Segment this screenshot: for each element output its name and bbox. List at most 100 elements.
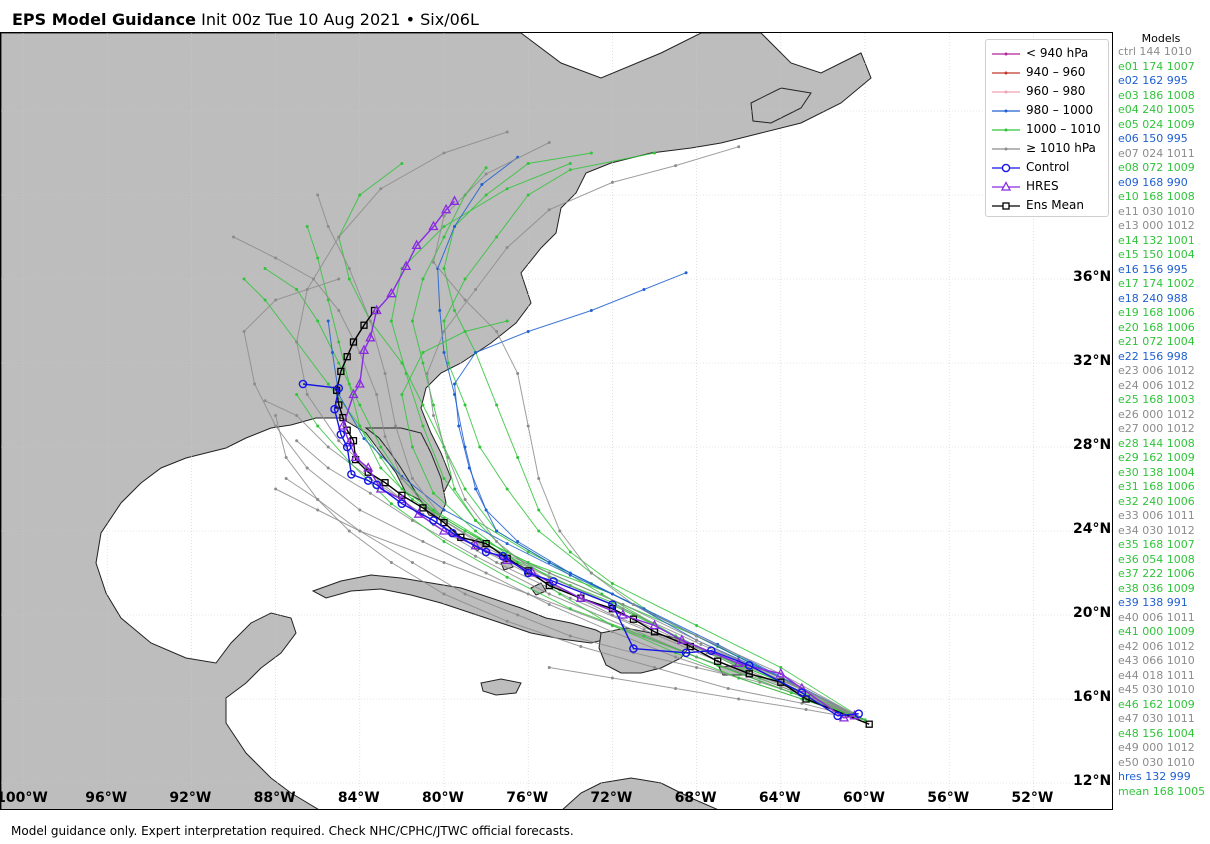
member-point — [589, 571, 593, 575]
hres-marker — [438, 525, 450, 535]
legend-label: Ens Mean — [1026, 198, 1084, 212]
member-point — [610, 582, 614, 585]
model-entry: e29 162 1009 — [1118, 451, 1195, 464]
member-point — [474, 519, 478, 522]
member-point — [653, 666, 656, 669]
member-point — [274, 487, 278, 491]
member-point — [326, 319, 330, 323]
model-entry: e35 168 1007 — [1118, 538, 1195, 551]
hispaniola-land — [598, 627, 692, 674]
control-marker — [448, 528, 457, 538]
member-point — [389, 561, 393, 564]
member-point — [431, 491, 435, 495]
member-point — [362, 437, 366, 441]
model-entry: e20 168 1006 — [1118, 320, 1195, 334]
model-entry: ctrl 144 1010 — [1118, 45, 1192, 58]
member-point — [316, 498, 320, 501]
member-point — [495, 561, 499, 564]
member-point — [446, 456, 450, 459]
model-entry: mean 168 1005 — [1118, 784, 1206, 798]
hres-marker — [428, 220, 439, 231]
member-point — [463, 529, 467, 533]
member-point — [589, 151, 593, 155]
member-point — [431, 403, 435, 407]
member-point — [442, 508, 446, 512]
model-entry: e02 162 995 — [1118, 74, 1188, 87]
member-point — [621, 603, 625, 606]
member-point — [389, 502, 393, 506]
member-point — [463, 498, 467, 501]
models-panel: Models ctrl 144 1010 e01 174 1007 e02 162 … — [1118, 32, 1210, 799]
member-point — [484, 172, 488, 176]
member-point — [674, 687, 678, 690]
member-point — [568, 634, 572, 638]
member-point — [495, 529, 499, 533]
member-point — [610, 624, 614, 627]
member-point — [379, 187, 383, 191]
member-point — [295, 414, 299, 417]
member-point — [558, 592, 562, 596]
lat-label: 28°N — [1073, 437, 1112, 453]
lon-label: 96°W — [85, 790, 128, 806]
legend-swatch — [992, 128, 1020, 132]
member-point — [326, 466, 330, 470]
model-entry: e07 024 1011 — [1118, 146, 1195, 160]
model-entry: hres 132 999 — [1118, 770, 1191, 783]
control-marker — [744, 661, 754, 670]
member-point — [442, 592, 446, 596]
member-point — [642, 288, 646, 291]
model-entry: e32 240 1006 — [1118, 494, 1195, 508]
member-point — [442, 267, 446, 270]
hres-marker — [358, 344, 370, 355]
member-point — [263, 399, 267, 403]
member-point — [263, 298, 267, 302]
model-entry: e37 222 1006 — [1118, 567, 1195, 580]
model-entry: e31 168 1006 — [1118, 480, 1195, 493]
member-point — [484, 508, 488, 512]
member-point — [610, 630, 614, 634]
member-point — [326, 445, 330, 449]
member-point — [347, 277, 351, 281]
control-marker — [429, 516, 438, 525]
member-point — [394, 424, 398, 428]
member-point — [516, 613, 520, 617]
lon-label: 60°W — [843, 790, 885, 806]
model-entry: e01 174 1007 — [1118, 59, 1195, 73]
member-point — [526, 193, 530, 197]
model-entry: e05 024 1009 — [1118, 117, 1195, 131]
model-entry: e10 168 1008 — [1118, 190, 1195, 203]
member-point — [347, 267, 351, 270]
member-point — [526, 424, 530, 428]
member-point — [442, 151, 446, 155]
member-point — [453, 309, 457, 312]
lon-label: 52°W — [1011, 790, 1054, 806]
member-point — [368, 491, 372, 495]
model-entry: e33 006 1011 — [1118, 509, 1195, 522]
member-point — [579, 645, 583, 648]
hres-marker — [411, 239, 422, 250]
legend-item: 940 – 960 — [986, 64, 1108, 80]
member-point — [674, 655, 678, 659]
member-point — [516, 456, 520, 459]
control-marker — [833, 711, 842, 721]
member-point — [358, 424, 362, 428]
member-point — [375, 393, 379, 396]
member-point — [547, 603, 551, 606]
hres-marker — [348, 388, 359, 399]
map-panel[interactable] — [0, 32, 1113, 810]
member-point — [526, 330, 530, 333]
legend-label: 980 – 1000 — [1026, 103, 1094, 117]
hres-track — [342, 200, 855, 719]
lon-label: 72°W — [590, 790, 633, 806]
member-point — [653, 151, 656, 155]
member-point — [474, 288, 478, 291]
member-point — [253, 382, 257, 386]
legend-item: 960 – 980 — [986, 83, 1108, 99]
hres-marker — [396, 493, 407, 504]
member-point — [305, 466, 309, 470]
member-point — [438, 309, 442, 312]
legend-item: HRES — [986, 178, 1108, 194]
member-point — [495, 330, 499, 333]
legend-item: < 940 hPa — [986, 45, 1108, 61]
lat-label: 20°N — [1073, 605, 1112, 621]
